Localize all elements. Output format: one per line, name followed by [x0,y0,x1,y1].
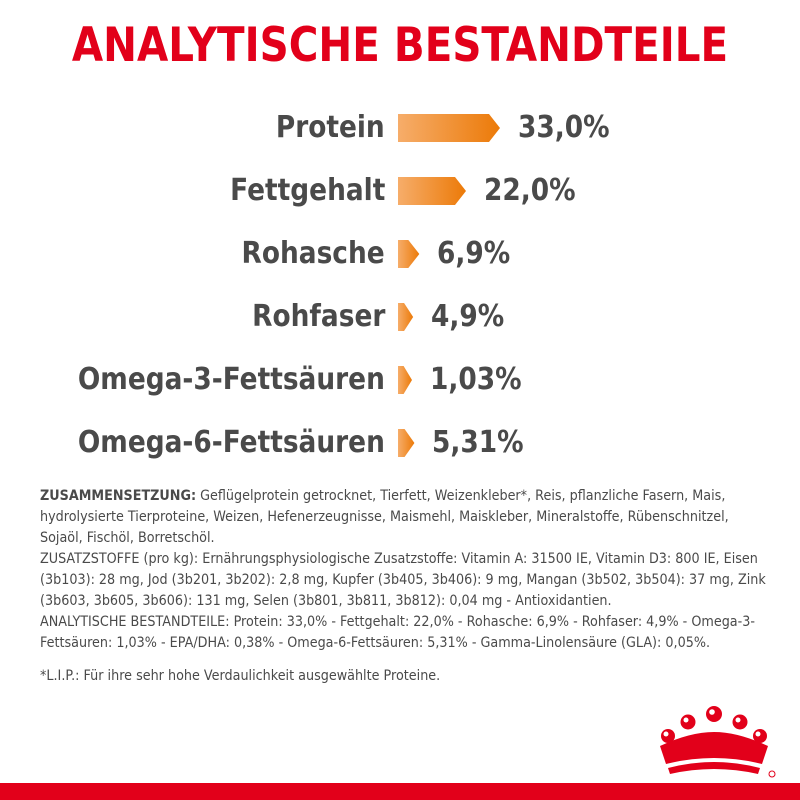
ingredients-text: Geflügelprotein getrocknet, Tierfett, We… [40,488,729,546]
nutrient-bar [398,429,415,457]
nutrient-bar [398,240,420,268]
ingredients-paragraph: ZUSAMMENSETZUNG: Geflügelprotein getrock… [40,486,769,549]
nutrient-bar [398,114,500,142]
nutrient-label: Omega-6-Fettsäuren [77,425,385,460]
composition-text: ZUSAMMENSETZUNG: Geflügelprotein getrock… [40,486,769,654]
nutrient-row: Protein 33,0% [0,100,800,156]
nutrient-row: Omega-3-Fettsäuren 1,03% [0,352,800,408]
nutrient-bar [398,177,466,205]
composition-heading: ZUSAMMENSETZUNG: [40,488,197,504]
nutrient-label: Omega-3-Fettsäuren [77,362,385,397]
nutrient-label: Fettgehalt [229,173,385,208]
nutrient-row: Rohasche 6,9% [0,226,800,282]
nutrient-bar [398,303,414,331]
nutrient-bar-shape [398,177,466,205]
crown-icon [660,706,776,778]
nutrient-bar-shape [398,240,420,268]
nutrient-bar [398,366,412,394]
nutrient-label: Rohfaser [251,299,385,334]
nutrient-value: 5,31% [432,425,524,460]
nutrient-value: 4,9% [431,299,505,334]
nutrient-bar-shape [398,429,415,457]
nutrient-bar-shape [398,303,414,331]
analysis-text: ANALYTISCHE BESTANDTEILE: Protein: 33,0%… [40,614,755,651]
nutrient-value: 33,0% [518,110,610,145]
nutrient-row: Rohfaser 4,9% [0,289,800,345]
bottom-brand-strip [0,783,800,800]
nutrient-row: Fettgehalt 22,0% [0,163,800,219]
nutrient-value: 22,0% [484,173,576,208]
nutrient-value: 6,9% [437,236,511,271]
nutrient-row: Omega-6-Fettsäuren 5,31% [0,415,800,471]
page-title: ANALYTISCHE BESTANDTEILE [71,18,729,73]
additives-text: ZUSATZSTOFFE (pro kg): Ernährungsphysiol… [40,551,766,609]
footnote: *L.I.P.: Für ihre sehr hohe Verdaulichke… [40,668,441,684]
nutrient-bar-shape [398,366,412,394]
nutrient-bar-shape [398,114,500,142]
nutrient-label: Rohasche [241,236,385,271]
nutrient-label: Protein [276,110,385,145]
nutrient-value: 1,03% [430,362,522,397]
